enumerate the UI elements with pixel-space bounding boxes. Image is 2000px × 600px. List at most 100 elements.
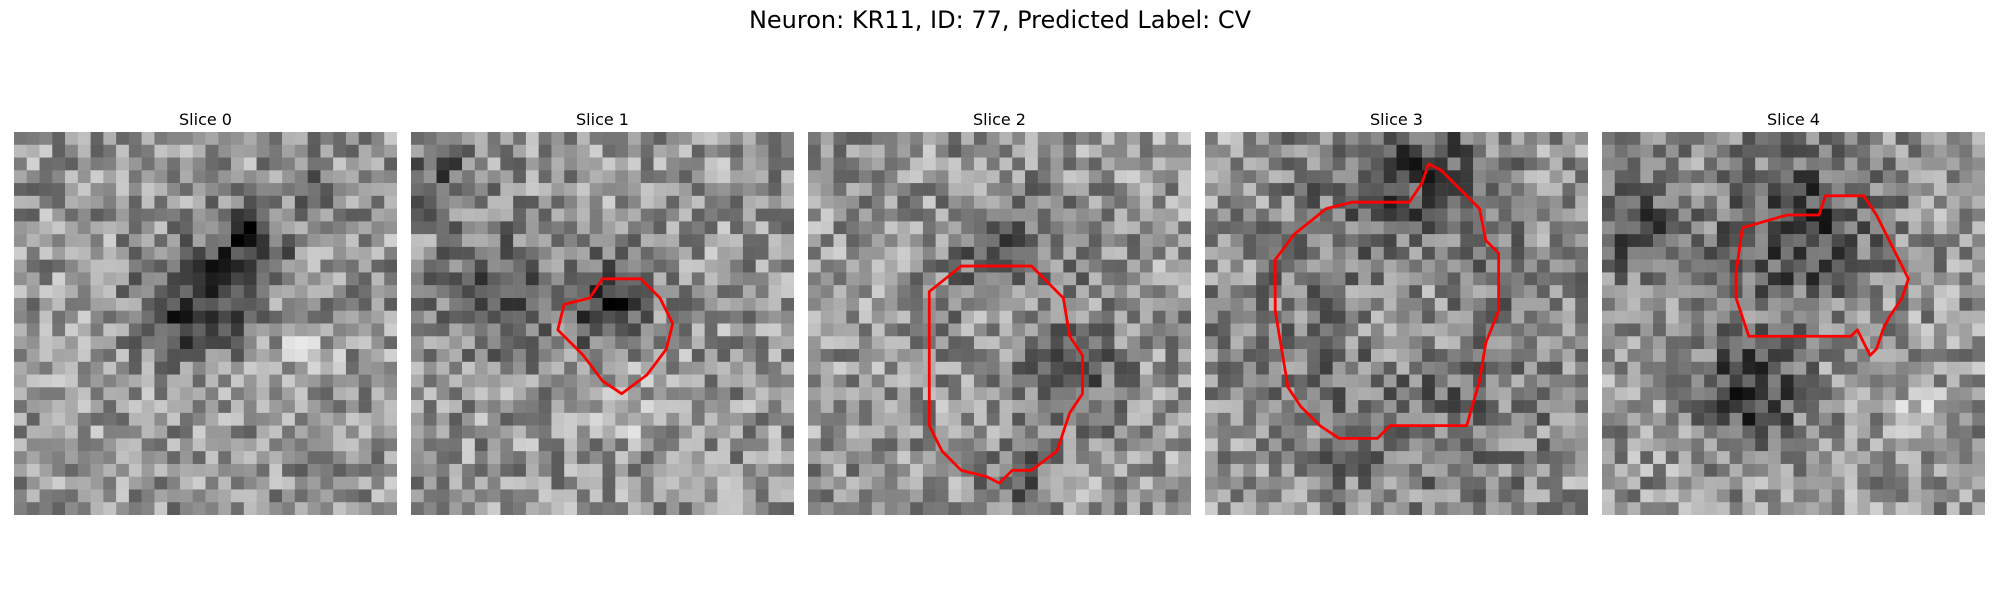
image-pixel [218,400,231,413]
image-pixel [1243,362,1256,375]
image-pixel [180,260,193,273]
image-pixel [167,362,180,375]
image-pixel [1768,298,1781,311]
image-pixel [834,489,847,502]
image-pixel [1397,502,1410,515]
image-pixel [1947,170,1960,183]
image-pixel [1038,221,1051,234]
image-pixel [320,196,333,209]
image-pixel [282,489,295,502]
image-pixel [1178,221,1191,234]
image-pixel [142,132,155,145]
image-pixel [692,477,705,490]
image-pixel [1947,349,1960,362]
image-pixel [1511,336,1524,349]
image-pixel [1140,400,1153,413]
image-pixel [269,349,282,362]
image-pixel [910,234,923,247]
image-pixel [705,426,718,439]
image-pixel [1934,362,1947,375]
image-pixel [948,413,961,426]
image-pixel [717,221,730,234]
image-pixel [961,413,974,426]
image-pixel [269,413,282,426]
image-pixel [257,145,270,158]
image-pixel [1575,324,1588,337]
image-pixel [488,170,501,183]
image-pixel [834,438,847,451]
image-pixel [910,209,923,222]
image-pixel [1127,311,1140,324]
image-pixel [257,247,270,260]
image-pixel [193,464,206,477]
image-pixel [1218,375,1231,388]
image-pixel [1371,502,1384,515]
image-pixel [1345,477,1358,490]
image-pixel [1051,489,1064,502]
image-pixel [1448,502,1461,515]
image-pixel [1089,477,1102,490]
image-pixel [475,451,488,464]
image-pixel [936,209,949,222]
image-pixel [1051,260,1064,273]
image-pixel [1345,209,1358,222]
image-pixel [679,209,692,222]
image-pixel [65,489,78,502]
image-pixel [1717,132,1730,145]
image-pixel [897,413,910,426]
image-pixel [1972,451,1985,464]
image-pixel [411,502,424,515]
image-pixel [27,336,40,349]
image-pixel [564,247,577,260]
image-pixel [910,464,923,477]
image-pixel [1038,362,1051,375]
image-pixel [1153,349,1166,362]
image-pixel [1178,272,1191,285]
image-pixel [180,170,193,183]
image-pixel [1602,477,1615,490]
image-pixel [231,324,244,337]
image-pixel [1819,375,1832,388]
image-pixel [308,209,321,222]
image-pixel [1333,400,1346,413]
image-pixel [437,311,450,324]
image-pixel [1947,196,1960,209]
image-pixel [1499,158,1512,171]
image-pixel [1691,247,1704,260]
image-pixel [1063,234,1076,247]
image-pixel [1422,260,1435,273]
image-pixel [1628,336,1641,349]
image-pixel [1282,324,1295,337]
image-pixel [1371,170,1384,183]
image-pixel [846,375,859,388]
image-pixel [269,438,282,451]
image-pixel [78,451,91,464]
image-pixel [948,285,961,298]
image-pixel [424,170,437,183]
image-pixel [1320,324,1333,337]
image-pixel [257,132,270,145]
image-pixel [1397,272,1410,285]
image-pixel [1524,438,1537,451]
image-pixel [333,234,346,247]
image-pixel [1038,132,1051,145]
image-pixel [1755,234,1768,247]
image-pixel [846,413,859,426]
image-pixel [1908,247,1921,260]
image-pixel [743,336,756,349]
image-pixel [384,387,397,400]
image-pixel [129,426,142,439]
image-pixel [821,209,834,222]
image-pixel [1806,311,1819,324]
image-pixel [1615,477,1628,490]
image-pixel [1333,489,1346,502]
image-pixel [1038,170,1051,183]
image-pixel [743,247,756,260]
image-pixel [1371,247,1384,260]
image-pixel [1524,426,1537,439]
image-pixel [1397,298,1410,311]
image-pixel [1397,375,1410,388]
image-pixel [910,132,923,145]
image-pixel [193,324,206,337]
image-pixel [1486,413,1499,426]
